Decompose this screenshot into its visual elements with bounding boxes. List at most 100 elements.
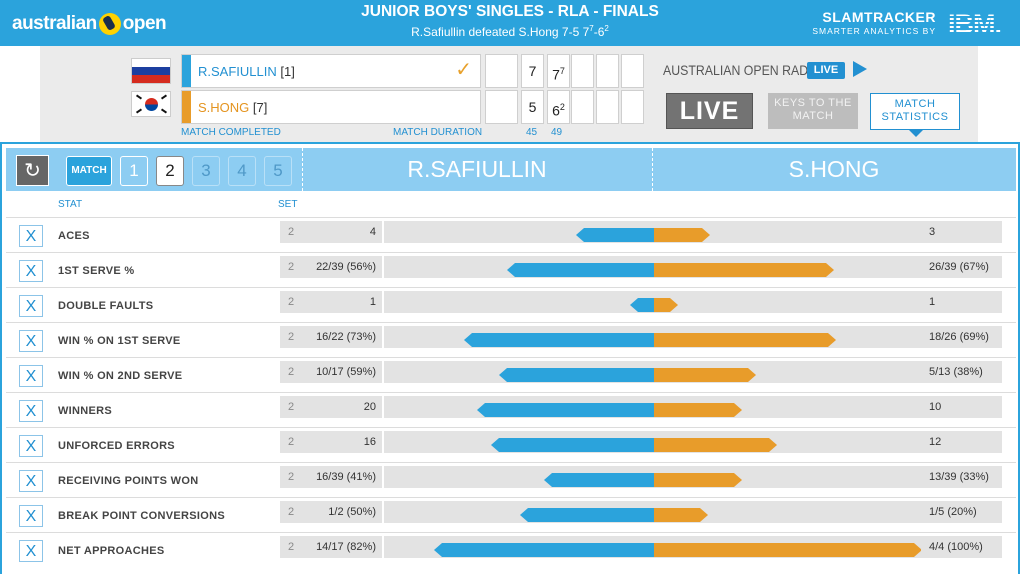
stat-row: X 1ST SERVE % 2 22/39 (56%) 26/39 (67%) <box>6 252 1016 287</box>
player2-seed: [7] <box>252 100 268 115</box>
stat-set: 2 <box>280 256 302 278</box>
stat-name: WIN % ON 1ST SERVE <box>58 335 181 347</box>
stat-bar-track <box>384 221 921 243</box>
player2-stat-bar <box>654 333 836 347</box>
stat-set: 2 <box>280 466 302 488</box>
player1-stat-bar <box>520 508 654 522</box>
stats-player2-name: S.HONG <box>788 156 880 182</box>
player2-stat-value: 3 <box>921 221 1002 243</box>
stat-set: 2 <box>280 221 302 243</box>
column-set-label: SET <box>278 199 298 210</box>
player2-stat-bar <box>654 543 922 557</box>
player2-stat-bar <box>654 368 756 382</box>
compare-toggle-icon[interactable]: X <box>19 260 43 282</box>
stat-name: RECEIVING POINTS WON <box>58 475 199 487</box>
stat-name: WINNERS <box>58 405 113 417</box>
stat-bar-track <box>384 466 921 488</box>
player1-set-score: 77 <box>547 54 570 88</box>
set-button-2[interactable]: 2 <box>156 156 184 186</box>
radio-live-badge[interactable]: LIVE <box>807 62 845 79</box>
player1-set-score: 7 <box>521 54 544 88</box>
stat-name: WIN % ON 2ND SERVE <box>58 370 183 382</box>
match-title: JUNIOR BOYS' SINGLES - RLA - FINALS <box>361 3 659 20</box>
player1-stat-value: 14/17 (82%) <box>302 536 382 558</box>
stat-name: DOUBLE FAULTS <box>58 300 154 312</box>
player2-stat-bar <box>654 228 710 242</box>
duration-set2: 49 <box>551 127 563 138</box>
player2-set-score <box>485 90 518 124</box>
stats-player1-name: R.SAFIULLIN <box>407 156 547 182</box>
set-button-3[interactable]: 3 <box>192 156 220 186</box>
set-button-5[interactable]: 5 <box>264 156 292 186</box>
match-duration-label: MATCH DURATION <box>393 127 483 138</box>
refresh-icon[interactable]: ↻ <box>16 155 49 186</box>
compare-toggle-icon[interactable]: X <box>19 400 43 422</box>
compare-toggle-icon[interactable]: X <box>19 540 43 562</box>
player2-set-score <box>596 90 619 124</box>
stat-row: X DOUBLE FAULTS 2 1 1 <box>6 287 1016 322</box>
match-result: R.Safiullin defeated S.Hong 7-5 77-62 <box>260 24 760 39</box>
player1-name-box[interactable]: R.SAFIULLIN [1] ✓ <box>181 54 481 88</box>
stat-set: 2 <box>280 361 302 383</box>
player1-stat-bar <box>499 368 654 382</box>
player2-stat-bar <box>654 403 742 417</box>
player2-set-score: 5 <box>521 90 544 124</box>
stat-bar-track <box>384 431 921 453</box>
stat-bar-track <box>384 536 921 558</box>
compare-toggle-icon[interactable]: X <box>19 505 43 527</box>
player2-stat-value: 13/39 (33%) <box>921 466 1002 488</box>
set-button-1[interactable]: 1 <box>120 156 148 186</box>
compare-toggle-icon[interactable]: X <box>19 295 43 317</box>
stats-panel: ↻ MATCH 1 2 3 4 5 R.SAFIULLIN S.HONG STAT SET… <box>0 142 1020 574</box>
player2-name-box[interactable]: S.HONG [7] <box>181 90 481 124</box>
result-tb2: 2 <box>604 24 609 33</box>
player1-stat-value: 16 <box>302 431 382 453</box>
player2-stat-value: 10 <box>921 396 1002 418</box>
player2-stat-bar <box>654 508 708 522</box>
player1-stat-bar <box>477 403 654 417</box>
player2-stat-value: 18/26 (69%) <box>921 326 1002 348</box>
stat-name: 1ST SERVE % <box>58 265 135 277</box>
compare-toggle-icon[interactable]: X <box>19 225 43 247</box>
player1-set-score <box>571 54 594 88</box>
south-korea-flag-icon <box>131 91 171 117</box>
stat-set: 2 <box>280 291 302 313</box>
set-button-4[interactable]: 4 <box>228 156 256 186</box>
stat-bar-track <box>384 501 921 523</box>
stat-set: 2 <box>280 431 302 453</box>
set-button-match[interactable]: MATCH <box>66 156 112 186</box>
stat-row: X NET APPROACHES 2 14/17 (82%) 4/4 (100%) <box>6 532 1016 567</box>
player1-stat-bar <box>630 298 654 312</box>
player1-stat-value: 22/39 (56%) <box>302 256 382 278</box>
play-icon[interactable] <box>853 61 867 77</box>
header-divider <box>302 148 303 191</box>
live-button[interactable]: LIVE <box>666 93 753 129</box>
player2-stat-value: 4/4 (100%) <box>921 536 1002 558</box>
keys-to-match-button[interactable]: KEYS TO THE MATCH <box>768 93 858 129</box>
player1-seed: [1] <box>280 64 295 79</box>
stat-set: 2 <box>280 501 302 523</box>
stat-row: X RECEIVING POINTS WON 2 16/39 (41%) 13/39 (… <box>6 462 1016 497</box>
player1-stat-value: 10/17 (59%) <box>302 361 382 383</box>
player2-stat-bar <box>654 473 742 487</box>
match-statistics-button[interactable]: MATCH STATISTICS <box>870 93 960 137</box>
result-tb1: 7 <box>589 24 594 33</box>
compare-toggle-icon[interactable]: X <box>19 365 43 387</box>
stat-name: ACES <box>58 230 90 242</box>
compare-toggle-icon[interactable]: X <box>19 470 43 492</box>
ibm-logo: IBM. <box>948 9 1002 39</box>
stat-bar-track <box>384 396 921 418</box>
australian-open-logo[interactable]: australian open <box>12 8 167 40</box>
player1-stat-bar <box>507 263 654 277</box>
russia-flag-icon <box>131 58 171 84</box>
player1-stat-value: 16/22 (73%) <box>302 326 382 348</box>
player1-name: R.SAFIULLIN <box>198 64 277 79</box>
player1-stat-value: 16/39 (41%) <box>302 466 382 488</box>
stats-header: ↻ MATCH 1 2 3 4 5 R.SAFIULLIN S.HONG <box>6 148 1016 191</box>
player1-stat-bar <box>544 473 654 487</box>
player2-name: S.HONG <box>198 100 250 115</box>
compare-toggle-icon[interactable]: X <box>19 330 43 352</box>
stat-bar-track <box>384 361 921 383</box>
compare-toggle-icon[interactable]: X <box>19 435 43 457</box>
player2-stat-bar <box>654 438 777 452</box>
